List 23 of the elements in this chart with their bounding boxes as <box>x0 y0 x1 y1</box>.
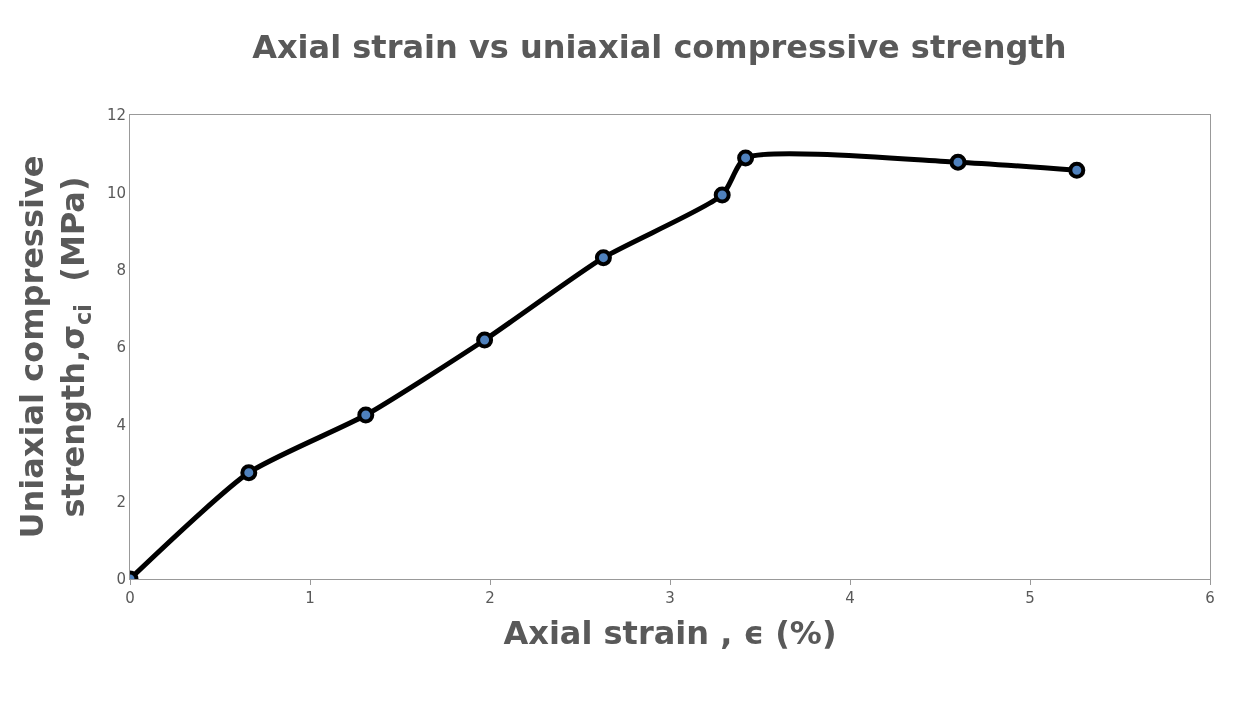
y-tick-label: 4 <box>116 415 126 434</box>
y-tick-label: 10 <box>106 183 126 202</box>
x-tick-label: 1 <box>305 589 315 607</box>
y-tick-label: 6 <box>116 338 126 357</box>
y-tick-label: 12 <box>106 106 126 125</box>
x-tick-label: 2 <box>485 589 495 607</box>
point <box>476 331 494 349</box>
y-tick-label: 0 <box>116 570 126 589</box>
chart-title: Axial strain vs uniaxial compressive strength <box>252 28 1067 67</box>
point <box>713 186 731 204</box>
x-tick-label: 3 <box>665 589 675 607</box>
y-tick-label: 8 <box>116 260 126 279</box>
point <box>357 406 375 424</box>
x-tick-label: 6 <box>1205 589 1215 607</box>
x-tick-label: 5 <box>1025 589 1035 607</box>
x-axis-title: Axial strain , ϵ (%) <box>503 613 837 652</box>
point <box>240 464 258 482</box>
point <box>949 153 967 171</box>
y-tick-label: 2 <box>116 492 126 511</box>
point <box>1068 161 1086 179</box>
point <box>594 249 612 267</box>
x-tick-label: 4 <box>845 589 855 607</box>
point <box>737 149 755 167</box>
